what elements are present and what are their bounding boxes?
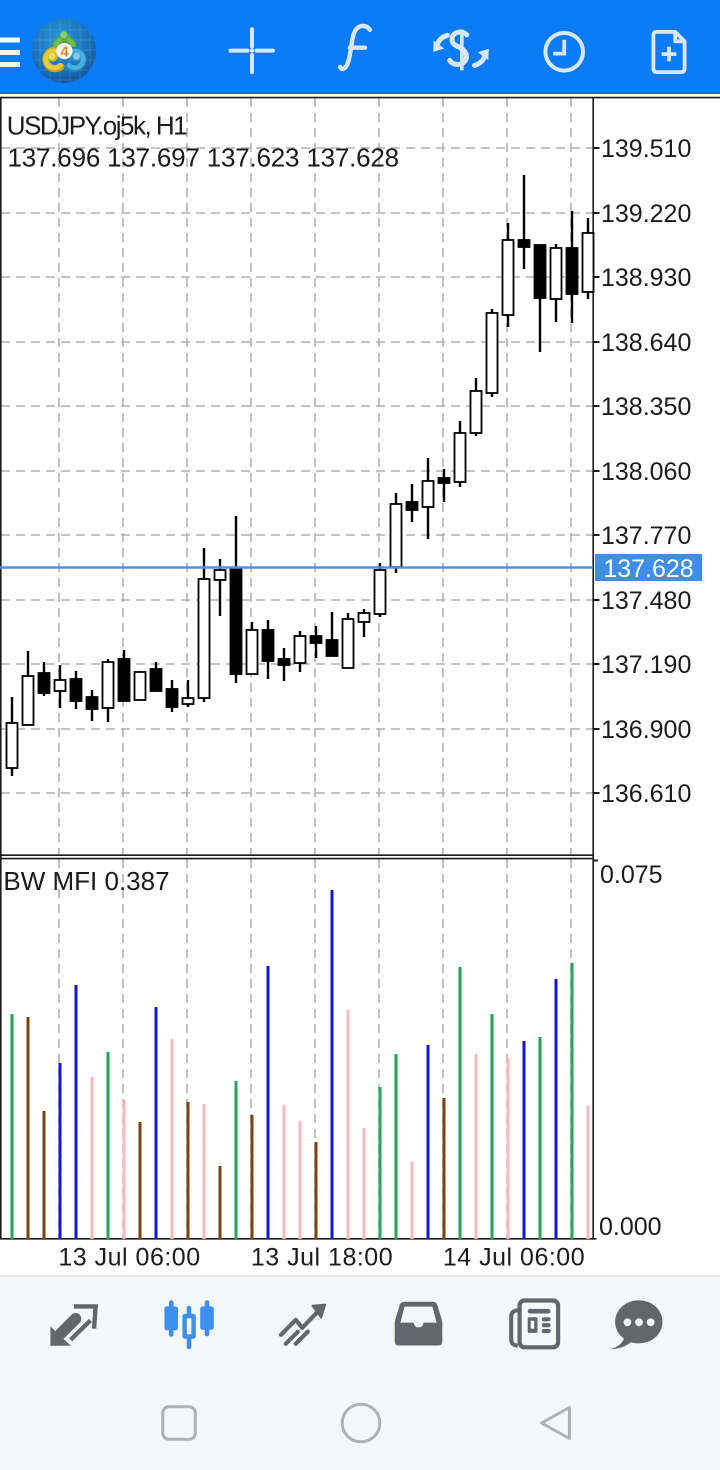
svg-text:13 Jul 18:00: 13 Jul 18:00 <box>251 1244 393 1272</box>
svg-text:137.480: 137.480 <box>601 587 691 615</box>
svg-text:137.190: 137.190 <box>601 651 691 679</box>
svg-text:138.930: 138.930 <box>601 264 691 292</box>
svg-text:138.350: 138.350 <box>601 393 691 421</box>
svg-text:137.770: 137.770 <box>601 522 691 550</box>
svg-text:137.696 137.697 137.623 137.62: 137.696 137.697 137.623 137.628 <box>8 143 399 173</box>
svg-text:USDJPY.oj5k, H1: USDJPY.oj5k, H1 <box>7 111 187 141</box>
svg-text:BW MFI 0.387: BW MFI 0.387 <box>3 866 169 896</box>
svg-text:14 Jul 06:00: 14 Jul 06:00 <box>443 1244 585 1272</box>
svg-text:138.640: 138.640 <box>601 329 691 357</box>
svg-text:136.900: 136.900 <box>601 716 691 744</box>
svg-text:0.075: 0.075 <box>600 861 663 889</box>
svg-text:4: 4 <box>60 43 69 60</box>
svg-text:138.060: 138.060 <box>601 458 691 486</box>
svg-text:139.220: 139.220 <box>601 200 691 228</box>
svg-text:139.510: 139.510 <box>601 135 691 163</box>
svg-text:137.628: 137.628 <box>603 555 693 583</box>
svg-text:13 Jul 06:00: 13 Jul 06:00 <box>58 1244 200 1272</box>
svg-text:0.000: 0.000 <box>599 1213 662 1241</box>
svg-text:136.610: 136.610 <box>601 780 691 808</box>
